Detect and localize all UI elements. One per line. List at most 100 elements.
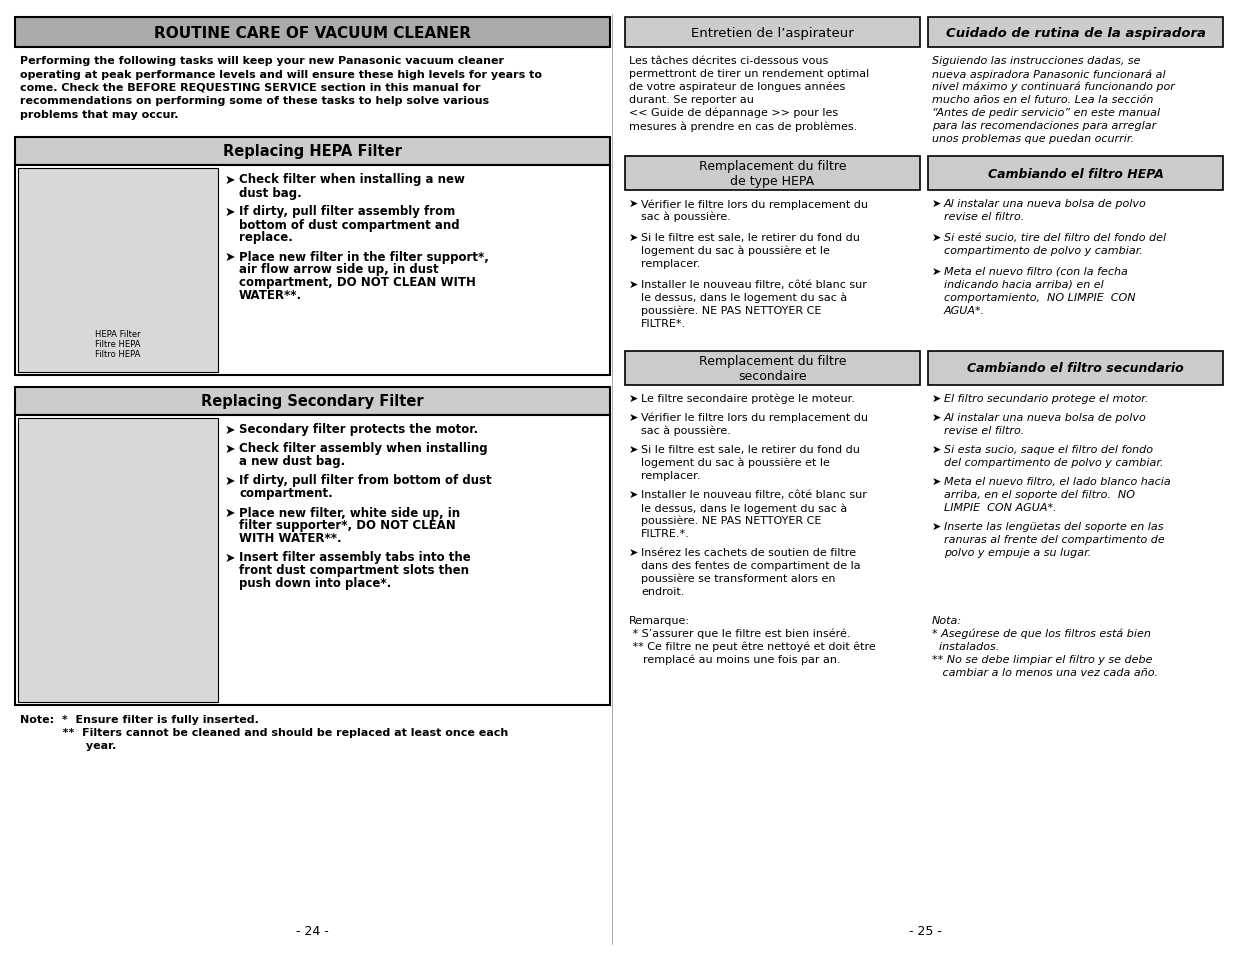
Text: Cambiando el filtro secundario: Cambiando el filtro secundario: [967, 362, 1184, 375]
Text: mucho años en el futuro. Lea la sección: mucho años en el futuro. Lea la sección: [932, 95, 1153, 105]
Text: indicando hacia arriba) en el: indicando hacia arriba) en el: [944, 280, 1104, 290]
Text: compartment, DO NOT CLEAN WITH: compartment, DO NOT CLEAN WITH: [240, 276, 475, 289]
Text: Performing the following tasks will keep your new Panasonic vacuum cleaner: Performing the following tasks will keep…: [20, 56, 504, 66]
Text: ➤: ➤: [932, 444, 941, 455]
Text: Al instalar una nueva bolsa de polvo: Al instalar una nueva bolsa de polvo: [944, 413, 1147, 422]
Text: If dirty, pull filter from bottom of dust: If dirty, pull filter from bottom of dus…: [240, 474, 492, 487]
Text: ** No se debe limpiar el filtro y se debe: ** No se debe limpiar el filtro y se deb…: [932, 655, 1152, 664]
Text: logement du sac à poussière et le: logement du sac à poussière et le: [641, 457, 830, 468]
Text: dans des fentes de compartiment de la: dans des fentes de compartiment de la: [641, 560, 861, 571]
Text: ➤: ➤: [225, 506, 236, 519]
Text: ranuras al frente del compartimento de: ranuras al frente del compartimento de: [944, 535, 1165, 544]
Text: come. Check the BEFORE REQUESTING SERVICE section in this manual for: come. Check the BEFORE REQUESTING SERVIC…: [20, 83, 480, 92]
Text: comportamiento,  NO LIMPIE  CON: comportamiento, NO LIMPIE CON: [944, 293, 1136, 303]
Text: ➤: ➤: [225, 205, 236, 218]
Text: bottom of dust compartment and: bottom of dust compartment and: [240, 218, 459, 232]
Text: ➤: ➤: [225, 442, 236, 455]
Text: para las recomendaciones para arreglar: para las recomendaciones para arreglar: [932, 121, 1156, 131]
Text: AGUA*.: AGUA*.: [944, 306, 986, 315]
Text: LIMPIE  CON AGUA*.: LIMPIE CON AGUA*.: [944, 502, 1057, 513]
Bar: [927, 18, 1223, 48]
Text: le dessus, dans le logement du sac à: le dessus, dans le logement du sac à: [641, 293, 847, 303]
Text: nueva aspiradora Panasonic funcionará al: nueva aspiradora Panasonic funcionará al: [932, 69, 1166, 79]
Text: le dessus, dans le logement du sac à: le dessus, dans le logement du sac à: [641, 502, 847, 513]
Text: Note:  *  Ensure filter is fully inserted.: Note: * Ensure filter is fully inserted.: [20, 715, 259, 724]
Text: Check filter when installing a new: Check filter when installing a new: [240, 173, 464, 186]
Text: Si esté sucio, tire del filtro del fondo del: Si esté sucio, tire del filtro del fondo…: [944, 233, 1166, 243]
Text: Vérifier le filtre lors du remplacement du: Vérifier le filtre lors du remplacement …: [641, 199, 868, 210]
Text: - 24 -: - 24 -: [296, 924, 329, 938]
Bar: [19, 169, 219, 372]
Text: Vérifier le filtre lors du remplacement du: Vérifier le filtre lors du remplacement …: [641, 413, 868, 423]
Text: mesures à prendre en cas de problèmes.: mesures à prendre en cas de problèmes.: [629, 121, 857, 132]
Text: Inserte las lengüetas del soporte en las: Inserte las lengüetas del soporte en las: [944, 521, 1163, 532]
Text: ➤: ➤: [629, 280, 638, 290]
Text: cambiar a lo menos una vez cada año.: cambiar a lo menos una vez cada año.: [932, 667, 1158, 678]
Text: permettront de tirer un rendement optimal: permettront de tirer un rendement optima…: [629, 69, 869, 79]
Text: ➤: ➤: [629, 444, 638, 455]
Text: ** Ce filtre ne peut être nettoyé et doit être: ** Ce filtre ne peut être nettoyé et doi…: [629, 641, 876, 652]
Text: Installer le nouveau filtre, côté blanc sur: Installer le nouveau filtre, côté blanc …: [641, 490, 867, 499]
Text: push down into place*.: push down into place*.: [240, 577, 391, 590]
Text: revise el filtro.: revise el filtro.: [944, 426, 1024, 436]
Bar: [15, 165, 610, 375]
Text: compartimento de polvo y cambiar.: compartimento de polvo y cambiar.: [944, 246, 1142, 255]
Text: revise el filtro.: revise el filtro.: [944, 212, 1024, 222]
Text: ➤: ➤: [932, 267, 941, 276]
Bar: [625, 157, 920, 191]
Text: Les tâches décrites ci-dessous vous: Les tâches décrites ci-dessous vous: [629, 56, 829, 66]
Text: Meta el nuevo filtro, el lado blanco hacia: Meta el nuevo filtro, el lado blanco hac…: [944, 476, 1171, 486]
Text: ➤: ➤: [629, 394, 638, 403]
Text: Nota:: Nota:: [932, 616, 962, 625]
Text: sac à poussière.: sac à poussière.: [641, 212, 731, 222]
Text: Remarque:: Remarque:: [629, 616, 690, 625]
Text: Place new filter, white side up, in: Place new filter, white side up, in: [240, 506, 461, 519]
Text: ➤: ➤: [629, 413, 638, 422]
Bar: [19, 418, 219, 701]
Text: Al instalar una nueva bolsa de polvo: Al instalar una nueva bolsa de polvo: [944, 199, 1147, 209]
Text: - 25 -: - 25 -: [909, 924, 941, 938]
Text: ➤: ➤: [225, 551, 236, 564]
Text: unos problemas que puedan ocurrir.: unos problemas que puedan ocurrir.: [932, 133, 1134, 144]
Text: ➤: ➤: [629, 547, 638, 558]
Text: Remplacement du filtre
secondaire: Remplacement du filtre secondaire: [699, 355, 846, 382]
Text: ➤: ➤: [932, 394, 941, 403]
Text: filter supporter*, DO NOT CLEAN: filter supporter*, DO NOT CLEAN: [240, 519, 456, 532]
Text: WATER**.: WATER**.: [240, 289, 303, 302]
Text: replace.: replace.: [240, 232, 293, 244]
Text: Cuidado de rutina de la aspiradora: Cuidado de rutina de la aspiradora: [946, 27, 1205, 39]
Text: ➤: ➤: [225, 474, 236, 487]
Text: Check filter assembly when installing: Check filter assembly when installing: [240, 442, 488, 455]
Text: recommendations on performing some of these tasks to help solve various: recommendations on performing some of th…: [20, 96, 489, 107]
Bar: [927, 157, 1223, 191]
Text: ➤: ➤: [932, 199, 941, 209]
Text: remplacé au moins une fois par an.: remplacé au moins une fois par an.: [629, 655, 841, 665]
Text: Si le filtre est sale, le retirer du fond du: Si le filtre est sale, le retirer du fon…: [641, 233, 860, 243]
Text: ➤: ➤: [629, 490, 638, 499]
Bar: [625, 18, 920, 48]
Text: ➤: ➤: [932, 413, 941, 422]
Text: year.: year.: [20, 740, 116, 751]
Text: operating at peak performance levels and will ensure these high levels for years: operating at peak performance levels and…: [20, 70, 542, 79]
Text: durant. Se reporter au: durant. Se reporter au: [629, 95, 753, 105]
Text: logement du sac à poussière et le: logement du sac à poussière et le: [641, 246, 830, 256]
Text: Installer le nouveau filtre, côté blanc sur: Installer le nouveau filtre, côté blanc …: [641, 280, 867, 290]
Text: sac à poussière.: sac à poussière.: [641, 426, 731, 436]
Text: Le filtre secondaire protège le moteur.: Le filtre secondaire protège le moteur.: [641, 394, 855, 404]
Text: << Guide de dépannage >> pour les: << Guide de dépannage >> pour les: [629, 108, 839, 118]
Text: problems that may occur.: problems that may occur.: [20, 110, 179, 120]
Text: FILTRE.*.: FILTRE.*.: [641, 529, 690, 538]
Text: Place new filter in the filter support*,: Place new filter in the filter support*,: [240, 251, 489, 263]
Text: Siguiendo las instrucciones dadas, se: Siguiendo las instrucciones dadas, se: [932, 56, 1140, 66]
Text: del compartimento de polvo y cambiar.: del compartimento de polvo y cambiar.: [944, 457, 1163, 468]
Bar: [15, 18, 610, 48]
Bar: [15, 416, 610, 705]
Text: poussière se transforment alors en: poussière se transforment alors en: [641, 574, 836, 584]
Text: ➤: ➤: [629, 233, 638, 243]
Text: nivel máximo y continuará funcionando por: nivel máximo y continuará funcionando po…: [932, 82, 1174, 92]
Text: Replacing Secondary Filter: Replacing Secondary Filter: [201, 394, 424, 409]
Text: ➤: ➤: [225, 173, 236, 186]
Text: **  Filters cannot be cleaned and should be replaced at least once each: ** Filters cannot be cleaned and should …: [20, 728, 509, 738]
Text: Insérez les cachets de soutien de filtre: Insérez les cachets de soutien de filtre: [641, 547, 856, 558]
Text: FILTRE*.: FILTRE*.: [641, 318, 687, 329]
